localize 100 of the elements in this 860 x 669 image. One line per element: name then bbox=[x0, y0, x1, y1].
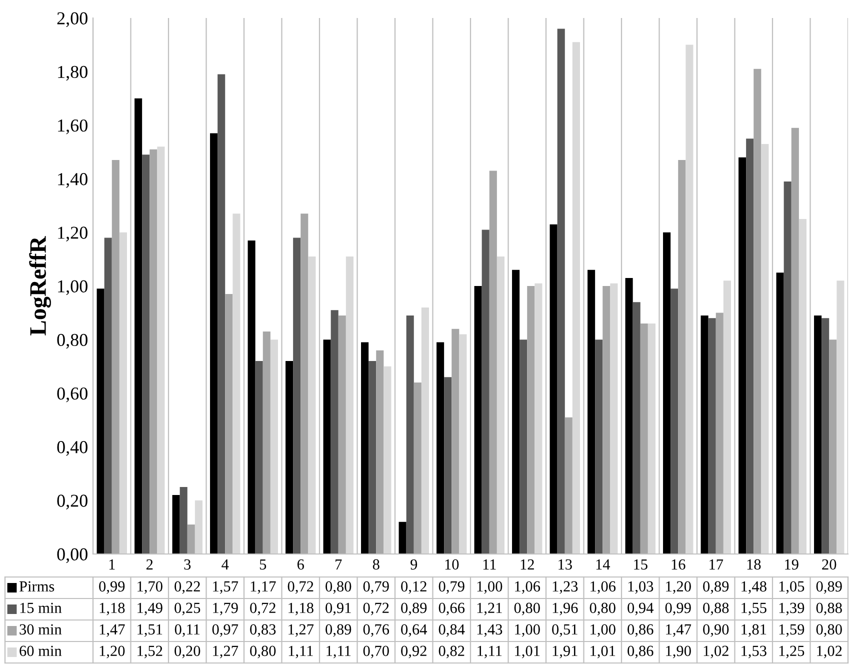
data-label: 1,05 bbox=[779, 581, 804, 594]
data-label: 1,81 bbox=[742, 624, 766, 637]
data-label: 1,47 bbox=[100, 624, 125, 637]
x-tick-label: 2 bbox=[146, 559, 153, 570]
bar bbox=[663, 232, 671, 554]
bar bbox=[708, 318, 716, 554]
bar bbox=[338, 315, 346, 554]
x-tick-label: 6 bbox=[297, 559, 304, 570]
y-tick-label: 1,60 bbox=[58, 119, 88, 134]
bar bbox=[610, 283, 618, 554]
bar bbox=[602, 286, 610, 554]
data-label: 1,53 bbox=[742, 646, 766, 658]
bar bbox=[761, 144, 769, 554]
bar bbox=[572, 42, 580, 554]
bar bbox=[286, 361, 294, 554]
data-label: 0,97 bbox=[212, 624, 238, 637]
bar bbox=[112, 160, 120, 554]
x-tick-label: 3 bbox=[184, 559, 191, 570]
bar bbox=[716, 312, 724, 554]
data-label: 1,49 bbox=[138, 602, 162, 616]
bar bbox=[670, 288, 678, 554]
data-label: 1,23 bbox=[552, 581, 578, 594]
legend-label: 60 min bbox=[20, 646, 62, 656]
bar bbox=[406, 315, 414, 554]
data-label: 0,72 bbox=[250, 602, 276, 616]
bar bbox=[754, 68, 762, 554]
bar bbox=[459, 334, 467, 554]
x-tick-label: 15 bbox=[634, 559, 648, 570]
data-label: 0,89 bbox=[703, 581, 729, 594]
bar bbox=[157, 146, 165, 554]
x-tick-label: 14 bbox=[596, 559, 610, 570]
data-label: 1,57 bbox=[213, 581, 238, 594]
x-tick-label: 9 bbox=[410, 559, 418, 570]
y-tick-label: 0,80 bbox=[57, 334, 88, 349]
data-label: 0,89 bbox=[401, 602, 427, 616]
data-label: 0,89 bbox=[816, 581, 842, 594]
bar bbox=[686, 44, 694, 554]
data-label: 0,90 bbox=[703, 624, 729, 637]
bar bbox=[194, 500, 202, 554]
bar bbox=[836, 280, 844, 554]
data-label: 1,52 bbox=[138, 646, 162, 658]
data-label: 1,90 bbox=[666, 646, 691, 658]
bar bbox=[595, 340, 603, 554]
data-label: 1,03 bbox=[628, 581, 654, 594]
data-label: 1,17 bbox=[250, 581, 276, 594]
x-tick-label: 16 bbox=[672, 559, 686, 570]
x-tick-label: 4 bbox=[222, 559, 229, 570]
data-label: 1,47 bbox=[666, 624, 692, 637]
data-label: 1,00 bbox=[477, 581, 502, 594]
data-label: 0,86 bbox=[628, 646, 654, 658]
bar bbox=[225, 294, 233, 554]
bar bbox=[474, 286, 482, 554]
x-tick-label: 19 bbox=[785, 559, 798, 570]
data-label: 0,22 bbox=[174, 581, 200, 594]
data-label: 1,00 bbox=[515, 624, 540, 637]
bar bbox=[534, 283, 542, 554]
bar bbox=[489, 170, 497, 554]
y-axis-title: LogReffR bbox=[29, 236, 51, 336]
data-label: 1,25 bbox=[779, 646, 804, 658]
data-label: 1,06 bbox=[590, 581, 616, 594]
bar bbox=[452, 328, 460, 554]
data-label: 0,80 bbox=[590, 602, 616, 616]
bar bbox=[119, 232, 127, 554]
data-label: 0,84 bbox=[438, 624, 465, 637]
data-label: 1,21 bbox=[477, 602, 502, 616]
bar bbox=[232, 214, 240, 554]
data-label: 0,88 bbox=[816, 602, 842, 616]
bar bbox=[791, 128, 799, 554]
legend-label: Pirms bbox=[19, 581, 54, 592]
bar bbox=[829, 340, 837, 554]
data-label: 1,27 bbox=[213, 646, 238, 658]
legend-label: 30 min bbox=[20, 624, 62, 635]
bar bbox=[300, 214, 308, 554]
data-label: 1,11 bbox=[288, 646, 313, 658]
bar bbox=[384, 366, 392, 554]
data-label: 0,82 bbox=[438, 646, 464, 658]
bar bbox=[142, 154, 150, 554]
data-label: 0,79 bbox=[438, 581, 464, 594]
data-label: 1,20 bbox=[100, 646, 125, 658]
bar bbox=[323, 340, 331, 554]
bar bbox=[784, 181, 792, 554]
x-tick-label: 10 bbox=[445, 559, 459, 570]
bar bbox=[330, 310, 338, 554]
bar bbox=[104, 238, 112, 554]
x-tick-label: 12 bbox=[520, 559, 534, 570]
data-label: 1,01 bbox=[590, 646, 616, 658]
data-label: 0,83 bbox=[250, 624, 276, 637]
bar bbox=[527, 286, 535, 554]
data-label: 0,64 bbox=[401, 624, 428, 637]
bar bbox=[376, 350, 384, 554]
bar bbox=[557, 28, 565, 554]
bar bbox=[346, 256, 354, 554]
x-tick-label: 5 bbox=[260, 559, 266, 570]
bar bbox=[421, 307, 429, 554]
data-label: 0,88 bbox=[703, 602, 729, 616]
bar bbox=[723, 280, 731, 554]
data-label: 0,91 bbox=[326, 602, 351, 616]
data-label: 0,11 bbox=[174, 624, 200, 637]
y-tick-label: 1,20 bbox=[58, 226, 88, 242]
bar bbox=[150, 149, 158, 554]
